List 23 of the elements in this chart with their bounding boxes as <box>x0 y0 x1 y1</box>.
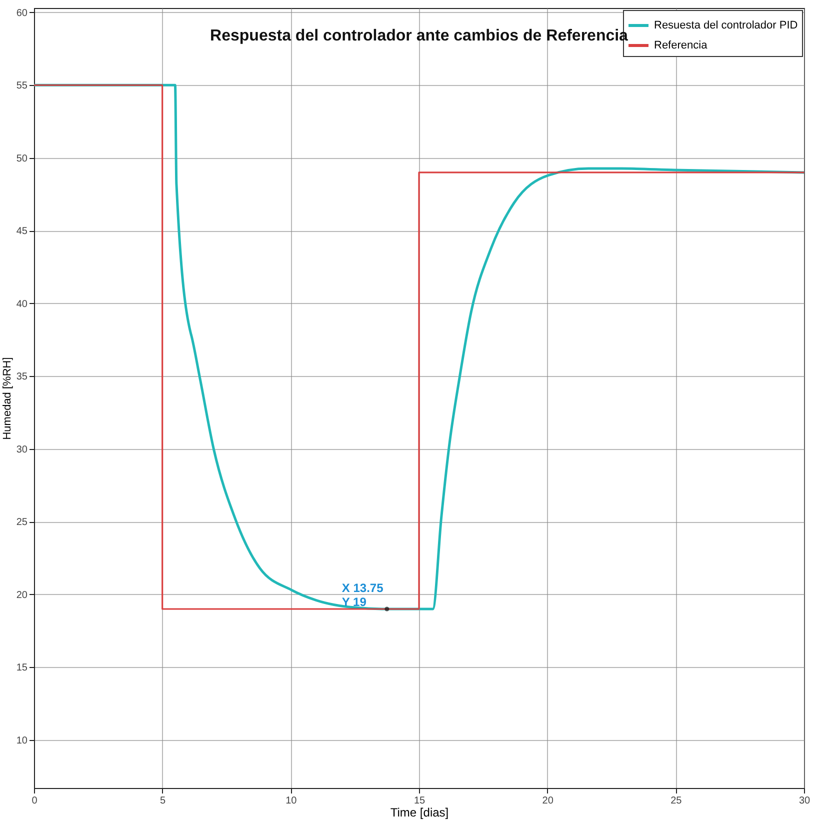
x-tick-label: 20 <box>542 796 554 806</box>
y-tick-label: 45 <box>16 226 28 238</box>
y-tick-label: 25 <box>16 517 28 528</box>
legend-label: Resuesta del controlador PID <box>654 20 798 32</box>
y-axis-title: Humedad [%RH] <box>1 357 14 440</box>
y-tick-label: 50 <box>16 153 28 164</box>
x-tick-label: 0 <box>32 796 38 806</box>
x-tick-label: 30 <box>798 796 810 806</box>
x-tick-label: 10 <box>286 796 298 806</box>
x-tick-label: 5 <box>160 796 166 806</box>
y-tick-label: 30 <box>16 444 28 456</box>
y-tick-label: 55 <box>16 80 28 92</box>
y-tick-label: 10 <box>16 735 28 746</box>
legend-label: Referencia <box>654 40 708 52</box>
y-tick-label: 20 <box>16 590 28 601</box>
x-tick-label: 25 <box>670 796 682 806</box>
y-tick-label: 60 <box>16 8 28 19</box>
annotation: X 13.75 Y 19 <box>342 581 384 610</box>
y-tick-label: 40 <box>16 298 28 310</box>
y-tick-label: 35 <box>16 372 28 383</box>
x-tick-label: 15 <box>414 796 426 806</box>
y-tick-label: 15 <box>16 662 28 674</box>
x-axis-title: Time [dias] <box>390 806 449 820</box>
